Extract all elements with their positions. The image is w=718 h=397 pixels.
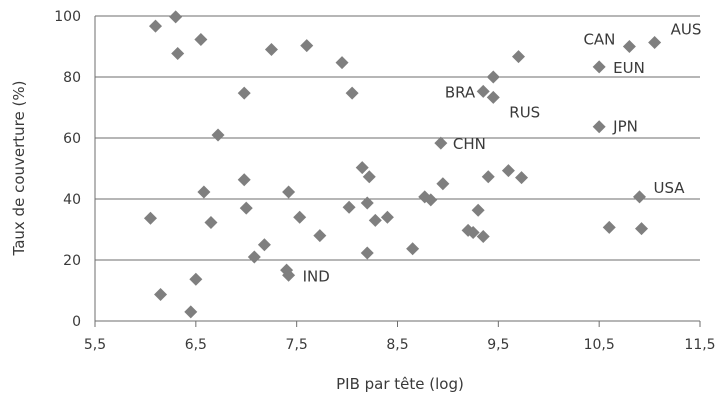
data-point bbox=[635, 222, 649, 236]
data-point bbox=[154, 287, 168, 301]
point-label: RUS bbox=[509, 103, 540, 121]
data-point bbox=[282, 268, 296, 282]
data-point bbox=[257, 238, 271, 252]
data-point bbox=[434, 136, 448, 150]
data-point bbox=[512, 50, 525, 64]
data-point bbox=[592, 60, 606, 74]
data-point bbox=[355, 161, 369, 175]
data-point bbox=[406, 242, 420, 256]
point-label: USA bbox=[654, 179, 686, 197]
axes bbox=[94, 16, 701, 327]
data-point bbox=[143, 211, 157, 225]
data-point bbox=[486, 70, 500, 84]
x-tick-label: 10,5 bbox=[584, 337, 615, 353]
x-tick-label: 9,5 bbox=[487, 337, 509, 353]
data-point bbox=[362, 170, 376, 184]
data-point bbox=[171, 47, 185, 61]
data-point bbox=[471, 203, 485, 217]
data-point bbox=[368, 213, 382, 227]
data-point bbox=[602, 220, 616, 234]
data-point bbox=[169, 10, 183, 24]
point-label: JPN bbox=[612, 118, 638, 136]
data-point bbox=[189, 272, 203, 286]
data-point bbox=[149, 19, 162, 33]
y-tick-label: 60 bbox=[63, 131, 81, 147]
data-point bbox=[237, 173, 251, 187]
data-point bbox=[211, 128, 225, 142]
x-tick-label: 11,5 bbox=[684, 337, 715, 353]
x-tick-label: 7,5 bbox=[286, 337, 308, 353]
y-tick-label: 40 bbox=[63, 192, 81, 208]
y-axis-title: Taux de couverture (%) bbox=[10, 81, 28, 257]
data-point bbox=[194, 32, 208, 46]
point-label: IND bbox=[303, 267, 330, 285]
data-point bbox=[436, 177, 450, 191]
data-point bbox=[648, 36, 662, 50]
data-point bbox=[342, 200, 356, 214]
data-point bbox=[293, 210, 307, 224]
point-label: AUS bbox=[671, 21, 702, 39]
y-tick-label: 0 bbox=[72, 314, 81, 330]
point-labels: IND CHN BRA RUS EUN CAN AUS JPN USA bbox=[303, 21, 702, 286]
data-point bbox=[476, 84, 490, 98]
y-tick-label: 80 bbox=[63, 70, 81, 86]
data-point bbox=[515, 171, 529, 185]
point-label: BRA bbox=[445, 83, 476, 101]
data-point bbox=[300, 39, 314, 53]
data-point bbox=[486, 90, 500, 104]
data-point bbox=[239, 201, 253, 215]
data-point bbox=[501, 164, 515, 178]
data-point bbox=[476, 230, 490, 244]
x-tick-label: 8,5 bbox=[386, 337, 408, 353]
data-points bbox=[143, 10, 662, 319]
data-point bbox=[204, 215, 218, 229]
data-point bbox=[345, 86, 359, 100]
tick-labels: 0 20 40 60 80 100 5,5 6,5 7,5 8,5 9,5 10,5 11,5 bbox=[54, 9, 715, 353]
data-point bbox=[380, 210, 394, 224]
data-point bbox=[313, 229, 327, 243]
data-point bbox=[335, 56, 349, 70]
x-tick-label: 5,5 bbox=[84, 337, 106, 353]
data-point bbox=[197, 185, 211, 199]
data-point bbox=[592, 120, 606, 134]
data-point bbox=[237, 86, 251, 100]
data-point bbox=[466, 226, 480, 240]
data-point bbox=[264, 43, 278, 57]
data-point bbox=[184, 305, 198, 319]
data-point bbox=[247, 250, 261, 264]
point-label: EUN bbox=[613, 59, 645, 77]
data-point bbox=[282, 185, 296, 199]
x-tick-label: 6,5 bbox=[185, 337, 207, 353]
x-axis-title: PIB par tête (log) bbox=[336, 375, 464, 393]
data-point bbox=[622, 40, 636, 53]
point-label: CAN bbox=[583, 31, 615, 49]
data-point bbox=[360, 246, 374, 260]
gridlines bbox=[95, 15, 700, 261]
y-tick-label: 20 bbox=[63, 253, 81, 269]
data-point bbox=[633, 190, 646, 204]
data-point bbox=[481, 170, 495, 184]
y-tick-label: 100 bbox=[54, 9, 81, 25]
data-point bbox=[424, 193, 438, 207]
point-label: CHN bbox=[453, 135, 486, 153]
data-point bbox=[360, 196, 374, 210]
